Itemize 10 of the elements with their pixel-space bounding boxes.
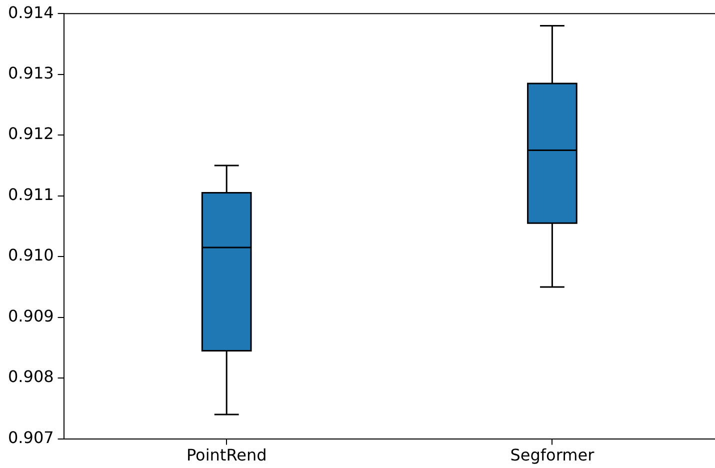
x-tick-label: Segformer xyxy=(510,446,595,465)
y-tick-label: 0.913 xyxy=(8,64,54,82)
y-tick-label: 0.912 xyxy=(8,124,54,144)
y-tick-label: 0.907 xyxy=(8,428,54,447)
y-tick-label: 0.908 xyxy=(8,367,54,386)
y-tick-label: 0.914 xyxy=(8,2,54,22)
y-tick-label: 0.909 xyxy=(8,306,54,326)
y-tick-label: 0.910 xyxy=(8,246,54,265)
x-tick-label: PointRend xyxy=(186,446,267,465)
y-tick-label: 0.911 xyxy=(8,184,54,204)
